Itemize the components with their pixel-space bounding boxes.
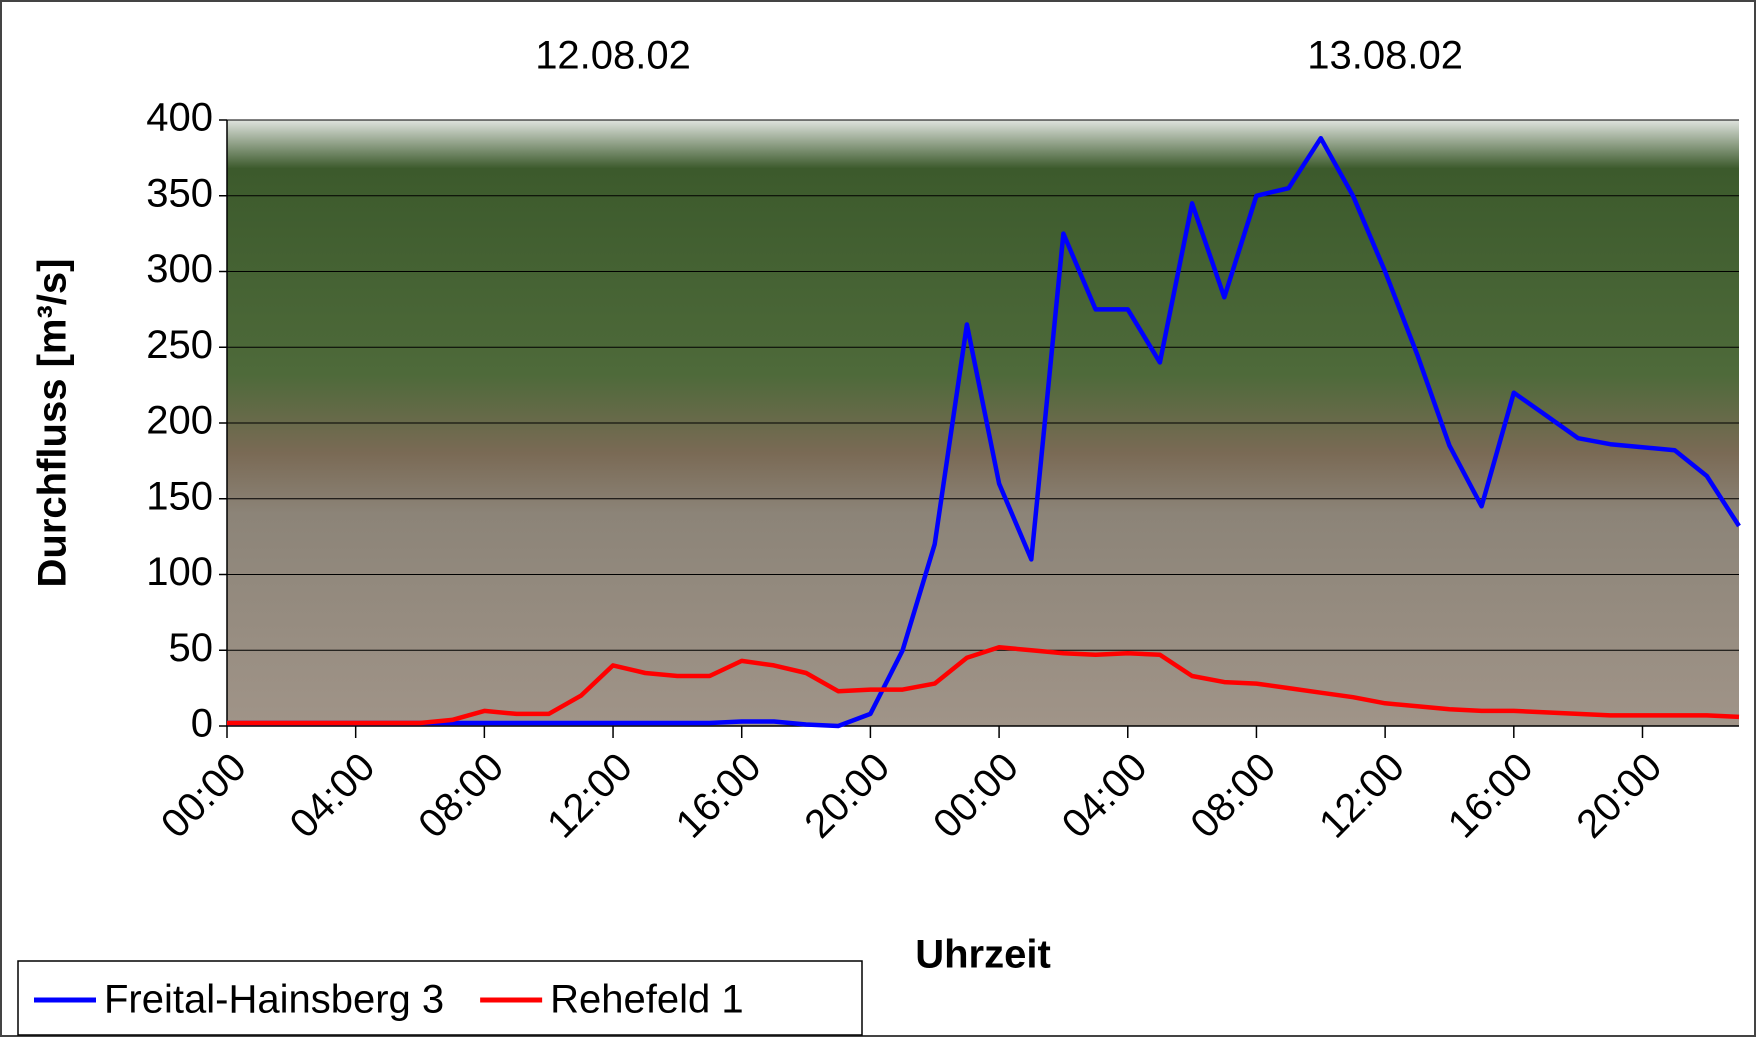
y-tick-label: 50	[169, 626, 214, 670]
y-axis-label: Durchfluss [m³/s]	[31, 259, 75, 588]
legend: Freital-Hainsberg 3 Rehefeld 1	[18, 961, 862, 1035]
y-tick-label: 300	[146, 247, 213, 291]
y-tick-label: 150	[146, 474, 213, 518]
y-tick-label: 250	[146, 323, 213, 367]
y-tick-label: 100	[146, 550, 213, 594]
chart: Uhrzeit Durchfluss [m³/s] 0 50 100 150 200 25…	[0, 0, 1756, 1037]
legend-label: Freital-Hainsberg 3	[104, 978, 444, 1022]
y-tick-label: 0	[191, 702, 213, 746]
legend-label: Rehefeld 1	[550, 978, 743, 1022]
date-annotation: 12.08.02	[535, 34, 691, 78]
y-tick-label: 400	[146, 96, 213, 140]
date-annotation: 13.08.02	[1307, 34, 1463, 78]
y-tick-label: 350	[146, 171, 213, 215]
y-tick-label: 200	[146, 399, 213, 443]
x-axis-label: Uhrzeit	[915, 933, 1051, 977]
